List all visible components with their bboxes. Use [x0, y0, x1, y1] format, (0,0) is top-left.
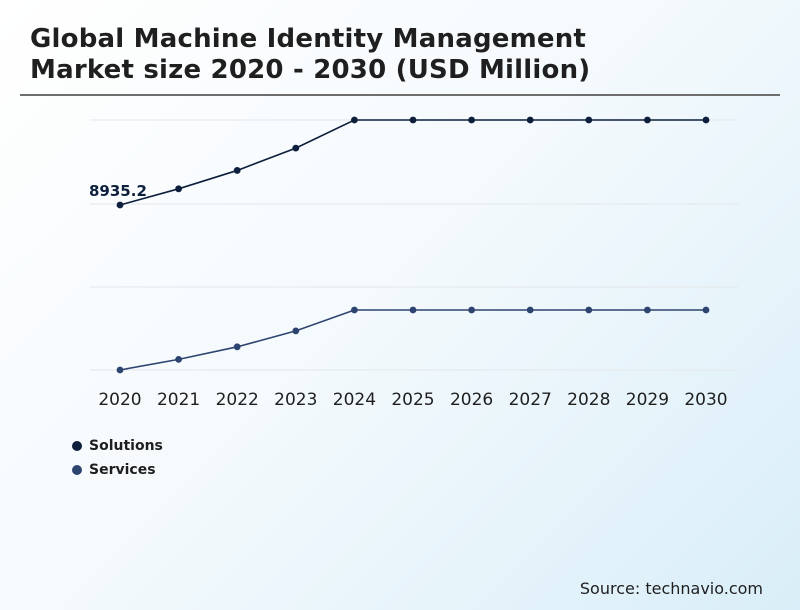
series-line-services — [119, 309, 706, 371]
x-tick-label-2022: 2022 — [216, 390, 259, 410]
data-point-solutions-2022 — [233, 167, 241, 174]
chart-title-line-1: Global Machine Identity Management — [30, 24, 587, 54]
data-point-services-2030 — [702, 306, 710, 314]
chart-title: Global Machine Identity Management Marke… — [30, 24, 590, 86]
source-credit: Source: technavio.com — [579, 579, 763, 598]
legend-label-solutions: Solutions — [89, 438, 163, 454]
legend-marker-services — [72, 465, 82, 475]
data-point-services-2024 — [351, 306, 358, 314]
chart-title-line-2: Market size 2020 - 2030 (USD Million) — [30, 55, 591, 85]
data-label-solutions-2020: 8935.2 — [89, 182, 147, 200]
data-point-services-2021 — [175, 355, 183, 363]
data-point-services-2029 — [644, 306, 651, 314]
data-point-solutions-2027 — [526, 116, 534, 124]
x-tick-label-2028: 2028 — [567, 390, 610, 410]
x-tick-label-2023: 2023 — [274, 390, 317, 410]
legend-marker-solutions — [72, 441, 82, 451]
x-tick-label-2021: 2021 — [157, 390, 200, 410]
title-divider — [20, 94, 780, 96]
data-point-services-2025 — [409, 306, 417, 314]
legend-item-services[interactable]: Services — [72, 458, 163, 482]
data-point-services-2027 — [526, 306, 534, 314]
data-point-solutions-2021 — [175, 185, 183, 193]
x-tick-label-2020: 2020 — [98, 390, 141, 410]
x-tick-label-2030: 2030 — [684, 390, 727, 410]
data-point-solutions-2028 — [585, 116, 593, 124]
series-line-solutions — [119, 119, 706, 206]
legend-item-solutions[interactable]: Solutions — [72, 434, 163, 458]
data-point-services-2023 — [292, 327, 300, 335]
data-point-services-2026 — [468, 306, 475, 314]
x-tick-label-2024: 2024 — [333, 390, 376, 410]
data-point-solutions-2020 — [116, 201, 124, 209]
data-point-solutions-2030 — [702, 116, 710, 124]
legend: Solutions Services — [72, 434, 163, 482]
data-point-solutions-2029 — [644, 116, 651, 124]
data-point-services-2020 — [116, 366, 124, 374]
x-tick-label-2026: 2026 — [450, 390, 493, 410]
data-point-services-2028 — [585, 306, 593, 314]
data-point-solutions-2023 — [292, 144, 300, 152]
x-tick-label-2025: 2025 — [391, 390, 434, 410]
x-tick-label-2027: 2027 — [509, 390, 552, 410]
data-point-solutions-2025 — [409, 116, 417, 124]
legend-label-services: Services — [89, 462, 156, 478]
data-point-solutions-2026 — [468, 116, 475, 124]
data-point-services-2022 — [233, 343, 241, 351]
x-tick-label-2029: 2029 — [626, 390, 669, 410]
data-point-solutions-2024 — [351, 116, 358, 124]
